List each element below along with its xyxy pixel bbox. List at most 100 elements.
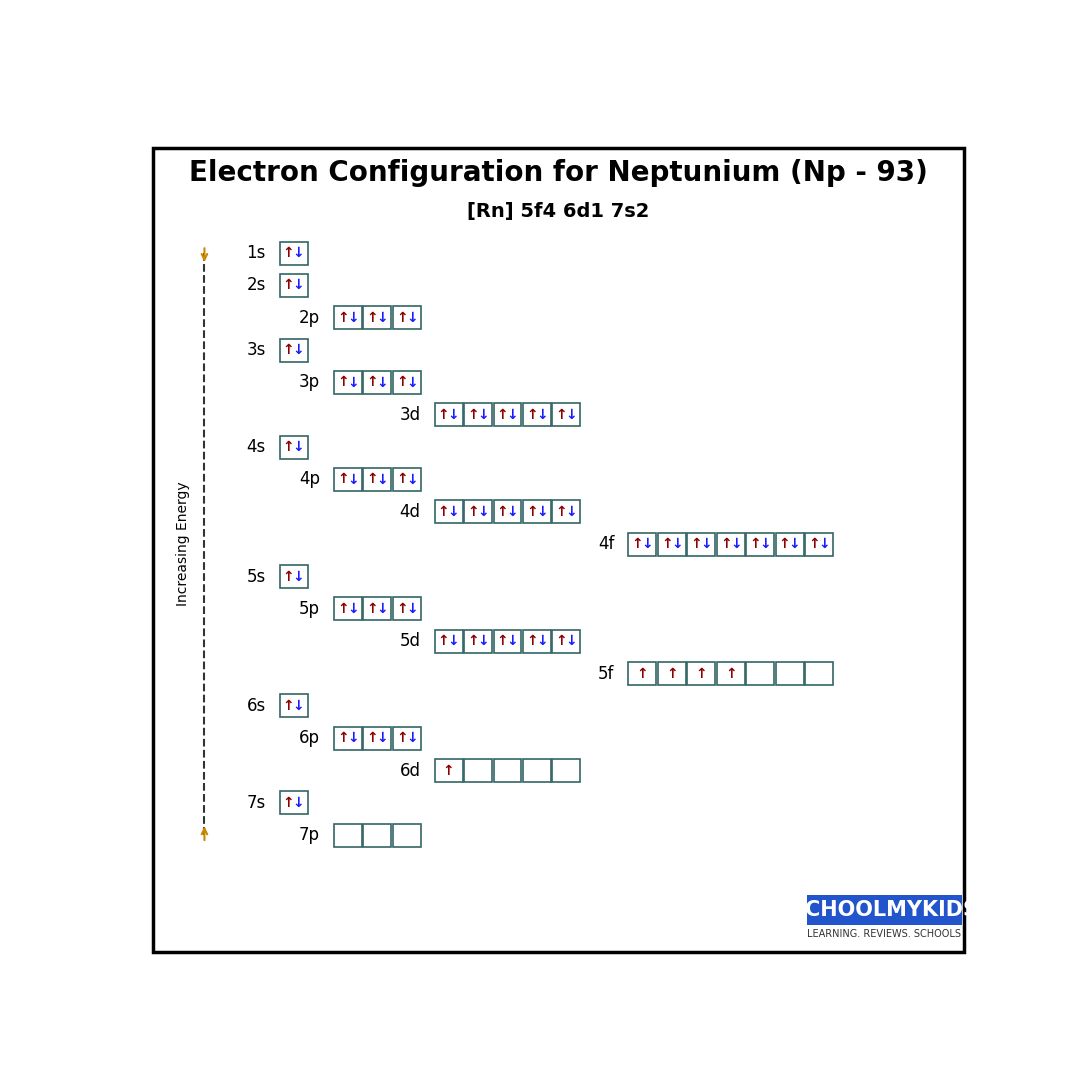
Text: ↑: ↑ bbox=[637, 666, 649, 681]
Text: ↓: ↓ bbox=[566, 634, 578, 648]
Bar bbox=[334, 823, 362, 847]
Text: ↑: ↑ bbox=[366, 602, 378, 616]
Text: ↑: ↑ bbox=[396, 731, 408, 745]
Text: 4d: 4d bbox=[400, 503, 421, 521]
Bar bbox=[688, 662, 715, 685]
Bar bbox=[280, 565, 307, 588]
Text: ↑: ↑ bbox=[366, 731, 378, 745]
Text: ↓: ↓ bbox=[671, 537, 682, 551]
Text: 5f: 5f bbox=[598, 664, 615, 683]
Bar bbox=[280, 274, 307, 297]
Bar bbox=[464, 403, 492, 427]
Bar bbox=[334, 597, 362, 621]
Text: ↓: ↓ bbox=[536, 634, 548, 648]
Text: ↓: ↓ bbox=[347, 731, 359, 745]
Text: [Rn] 5f4 6d1 7s2: [Rn] 5f4 6d1 7s2 bbox=[468, 203, 650, 221]
Text: ↑: ↑ bbox=[282, 796, 294, 810]
Bar bbox=[628, 533, 656, 555]
Text: ↓: ↓ bbox=[293, 343, 304, 357]
Text: ↓: ↓ bbox=[376, 731, 388, 745]
Text: ↓: ↓ bbox=[376, 310, 388, 325]
Bar bbox=[280, 339, 307, 362]
Text: ↑: ↑ bbox=[282, 440, 294, 454]
Bar bbox=[392, 726, 421, 749]
Text: ↑: ↑ bbox=[468, 634, 479, 648]
Bar bbox=[280, 695, 307, 718]
Text: ↓: ↓ bbox=[405, 376, 417, 390]
Text: ↑: ↑ bbox=[468, 505, 479, 518]
Bar bbox=[392, 468, 421, 491]
Text: 4p: 4p bbox=[299, 470, 320, 489]
Bar bbox=[363, 823, 391, 847]
Text: ↓: ↓ bbox=[760, 537, 771, 551]
Text: ↓: ↓ bbox=[293, 699, 304, 713]
Bar bbox=[628, 662, 656, 685]
Text: ↑: ↑ bbox=[438, 634, 449, 648]
Text: ↓: ↓ bbox=[536, 407, 548, 421]
Text: ↓: ↓ bbox=[566, 505, 578, 518]
Bar bbox=[363, 726, 391, 749]
Text: ↓: ↓ bbox=[405, 473, 417, 487]
Text: ↑: ↑ bbox=[778, 537, 790, 551]
Text: ↓: ↓ bbox=[477, 407, 488, 421]
Bar bbox=[658, 662, 686, 685]
Text: ↑: ↑ bbox=[438, 505, 449, 518]
Bar bbox=[392, 823, 421, 847]
Text: ↑: ↑ bbox=[719, 537, 731, 551]
Text: ↓: ↓ bbox=[642, 537, 653, 551]
Text: ↓: ↓ bbox=[293, 796, 304, 810]
Text: ↓: ↓ bbox=[293, 440, 304, 454]
Text: Electron Configuration for Neptunium (Np - 93): Electron Configuration for Neptunium (Np… bbox=[190, 159, 928, 187]
Text: 3s: 3s bbox=[246, 341, 266, 359]
Text: ↓: ↓ bbox=[477, 505, 488, 518]
Bar bbox=[553, 629, 580, 652]
Text: 7p: 7p bbox=[299, 827, 320, 844]
Text: ↑: ↑ bbox=[337, 602, 349, 616]
Bar bbox=[363, 597, 391, 621]
Bar bbox=[553, 759, 580, 782]
Text: ↑: ↑ bbox=[468, 407, 479, 421]
Text: 7s: 7s bbox=[246, 794, 266, 812]
Bar bbox=[807, 895, 961, 925]
Bar bbox=[717, 662, 744, 685]
Text: ↑: ↑ bbox=[443, 763, 455, 778]
Bar bbox=[435, 403, 462, 427]
Bar bbox=[523, 629, 550, 652]
Text: ↓: ↓ bbox=[293, 279, 304, 293]
Bar bbox=[464, 629, 492, 652]
Text: ↓: ↓ bbox=[819, 537, 829, 551]
Text: ↑: ↑ bbox=[337, 376, 349, 390]
Text: ↓: ↓ bbox=[347, 310, 359, 325]
Text: ↑: ↑ bbox=[337, 473, 349, 487]
Bar bbox=[553, 403, 580, 427]
Text: 5d: 5d bbox=[400, 633, 421, 650]
Bar bbox=[747, 662, 774, 685]
Text: ↓: ↓ bbox=[507, 634, 519, 648]
Bar bbox=[494, 629, 521, 652]
Text: ↑: ↑ bbox=[556, 407, 567, 421]
Text: ↑: ↑ bbox=[282, 699, 294, 713]
Bar bbox=[523, 403, 550, 427]
Text: ↓: ↓ bbox=[376, 376, 388, 390]
Text: ↑: ↑ bbox=[808, 537, 820, 551]
Text: 4s: 4s bbox=[246, 438, 266, 456]
Bar bbox=[334, 306, 362, 329]
Text: ↑: ↑ bbox=[497, 634, 508, 648]
Text: ↑: ↑ bbox=[497, 407, 508, 421]
Bar bbox=[494, 759, 521, 782]
Text: ↓: ↓ bbox=[405, 602, 417, 616]
Text: ↓: ↓ bbox=[293, 246, 304, 260]
Text: ↑: ↑ bbox=[337, 731, 349, 745]
Text: 3p: 3p bbox=[299, 374, 320, 391]
Bar bbox=[334, 371, 362, 394]
Text: ↓: ↓ bbox=[347, 376, 359, 390]
Bar bbox=[464, 759, 492, 782]
Text: ↑: ↑ bbox=[282, 343, 294, 357]
Text: ↓: ↓ bbox=[507, 407, 519, 421]
Text: ↓: ↓ bbox=[376, 473, 388, 487]
Text: ↑: ↑ bbox=[666, 666, 678, 681]
Text: Increasing Energy: Increasing Energy bbox=[175, 481, 190, 607]
Bar bbox=[363, 371, 391, 394]
Bar bbox=[392, 597, 421, 621]
Text: ↓: ↓ bbox=[376, 602, 388, 616]
